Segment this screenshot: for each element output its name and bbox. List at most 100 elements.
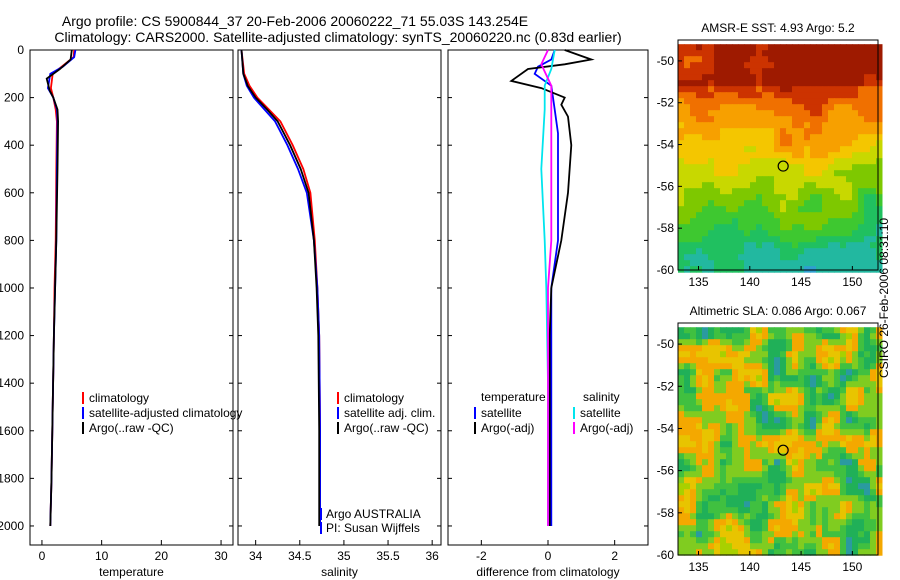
- amsre_sst-cell: [786, 44, 793, 51]
- altimetric_sla-cell: [864, 471, 871, 478]
- amsre_sst-cell: [774, 134, 781, 141]
- amsre_sst-cell: [774, 206, 781, 213]
- altimetric_sla-cell: [768, 357, 775, 364]
- amsre_sst-cell: [696, 110, 703, 117]
- altimetric_sla-cell: [768, 537, 775, 544]
- amsre_sst-cell: [780, 224, 787, 231]
- temperature-axes-frame: [29, 49, 234, 546]
- altimetric_sla-cell: [702, 489, 709, 496]
- altimetric_sla-cell: [822, 519, 829, 526]
- amsre_sst-cell: [744, 44, 751, 51]
- altimetric_sla-cell: [738, 345, 745, 352]
- amsre_sst-cell: [870, 116, 877, 123]
- amsre_sst-cell: [714, 260, 721, 267]
- amsre_sst-cell: [726, 98, 733, 105]
- amsre_sst-cell: [858, 122, 865, 129]
- altimetric_sla-cell: [816, 363, 823, 370]
- altimetric_sla-cell: [864, 381, 871, 388]
- altimetric_sla-cell: [780, 549, 787, 556]
- altimetric_sla-cell: [852, 417, 859, 424]
- amsre_sst-cell: [756, 254, 763, 261]
- amsre_sst-cell: [708, 68, 715, 75]
- altimetric_sla-cell: [678, 435, 685, 442]
- salinity-xtick-label: 36: [425, 549, 439, 563]
- altimetric_sla-cell: [852, 429, 859, 436]
- altimetric_sla-cell: [822, 483, 829, 490]
- amsre_sst-cell: [798, 146, 805, 153]
- altimetric_sla-cell: [756, 483, 763, 490]
- altimetric_sla-cell: [738, 549, 745, 556]
- amsre_sst-cell: [858, 164, 865, 171]
- amsre_sst-cell: [822, 164, 829, 171]
- amsre_sst-cell: [816, 68, 823, 75]
- temperature-ytick-label: 0: [17, 43, 24, 57]
- altimetric_sla-cell: [798, 441, 805, 448]
- altimetric_sla-cell: [870, 459, 877, 466]
- altimetric_sla-cell: [828, 513, 835, 520]
- amsre_sst-cell: [702, 104, 709, 111]
- amsre_sst-cell: [684, 266, 691, 273]
- altimetric_sla-cell: [750, 501, 757, 508]
- altimetric_sla-cell: [720, 465, 727, 472]
- amsre_sst-cell: [714, 44, 721, 51]
- altimetric_sla-cell: [714, 375, 721, 382]
- amsre_sst-cell: [708, 122, 715, 129]
- amsre_sst-cell: [834, 68, 841, 75]
- amsre_sst-cell: [876, 206, 883, 213]
- amsre_sst-cell: [678, 182, 685, 189]
- amsre_sst-cell: [762, 140, 769, 147]
- altimetric_sla-cell: [786, 369, 793, 376]
- altimetric_sla-cell: [762, 429, 769, 436]
- altimetric_sla-cell: [726, 345, 733, 352]
- amsre_sst-cell: [792, 44, 799, 51]
- altimetric_sla-cell: [852, 513, 859, 520]
- amsre_sst-cell: [846, 86, 853, 93]
- amsre_sst-cell: [876, 146, 883, 153]
- amsre_sst-cell: [720, 158, 727, 165]
- altimetric_sla-cell: [864, 333, 871, 340]
- altimetric_sla-cell: [696, 417, 703, 424]
- amsre_sst-cell: [840, 230, 847, 237]
- altimetric_sla-cell: [732, 507, 739, 514]
- altimetric_sla-cell: [678, 459, 685, 466]
- altimetric_sla-cell: [714, 393, 721, 400]
- amsre_sst-ytick-label: -50: [657, 54, 675, 68]
- altimetric_sla-cell: [756, 471, 763, 478]
- amsre_sst-cell: [732, 260, 739, 267]
- altimetric_sla-cell: [696, 429, 703, 436]
- altimetric_sla-cell: [732, 429, 739, 436]
- altimetric_sla-cell: [798, 501, 805, 508]
- altimetric_sla-cell: [780, 333, 787, 340]
- amsre_sst-cell: [708, 140, 715, 147]
- altimetric_sla-cell: [768, 333, 775, 340]
- altimetric_sla-cell: [720, 351, 727, 358]
- altimetric_sla-cell: [714, 345, 721, 352]
- altimetric_sla-cell: [768, 477, 775, 484]
- altimetric_sla-cell: [696, 387, 703, 394]
- amsre_sst-cell: [678, 212, 685, 219]
- amsre_sst-cell: [774, 158, 781, 165]
- amsre_sst-cell: [852, 92, 859, 99]
- amsre_sst-cell: [816, 140, 823, 147]
- altimetric_sla-cell: [870, 519, 877, 526]
- altimetric_sla-cell: [876, 471, 883, 478]
- altimetric_sla-cell: [684, 477, 691, 484]
- altimetric_sla-cell: [690, 399, 697, 406]
- amsre_sst-cell: [858, 236, 865, 243]
- amsre_sst-cell: [780, 266, 787, 273]
- altimetric_sla-cell: [696, 549, 703, 556]
- altimetric_sla-cell: [846, 441, 853, 448]
- altimetric_sla-cell: [774, 513, 781, 520]
- amsre_sst-cell: [696, 68, 703, 75]
- amsre_sst-cell: [858, 80, 865, 87]
- altimetric_sla-cell: [858, 393, 865, 400]
- altimetric_sla-cell: [696, 411, 703, 418]
- altimetric_sla-cell: [732, 363, 739, 370]
- altimetric_sla-cell: [744, 435, 751, 442]
- amsre_sst-cell: [870, 56, 877, 63]
- altimetric_sla-cell: [828, 465, 835, 472]
- altimetric_sla-cell: [822, 405, 829, 412]
- altimetric_sla-cell: [690, 393, 697, 400]
- amsre_sst-cell: [822, 188, 829, 195]
- amsre_sst-cell: [864, 146, 871, 153]
